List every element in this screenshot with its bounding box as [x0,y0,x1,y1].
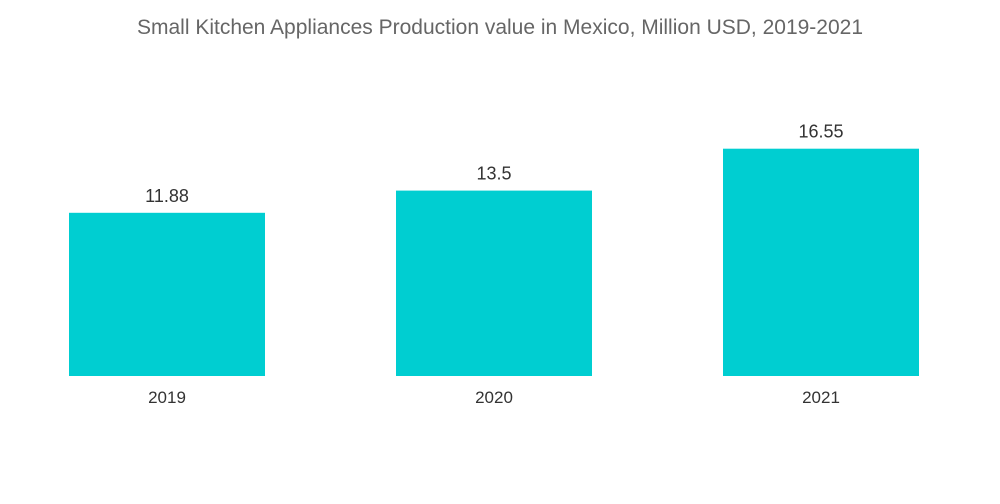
x-tick-label-2019: 2019 [148,388,186,407]
chart-title: Small Kitchen Appliances Production valu… [136,16,864,39]
data-label-2019: 11.88 [145,186,189,206]
data-labels-layer: 11.88 13.5 16.55 [145,122,843,206]
data-label-2021: 16.55 [798,122,843,142]
bars-layer [69,148,919,376]
bar-2019 [69,212,265,376]
data-label-2020: 13.5 [476,164,511,184]
x-tick-label-2020: 2020 [475,388,513,407]
bar-2020 [396,190,592,376]
x-tick-labels-layer: 2019 2020 2021 [148,388,840,407]
bar-2021 [723,148,919,376]
x-tick-label-2021: 2021 [802,388,840,407]
